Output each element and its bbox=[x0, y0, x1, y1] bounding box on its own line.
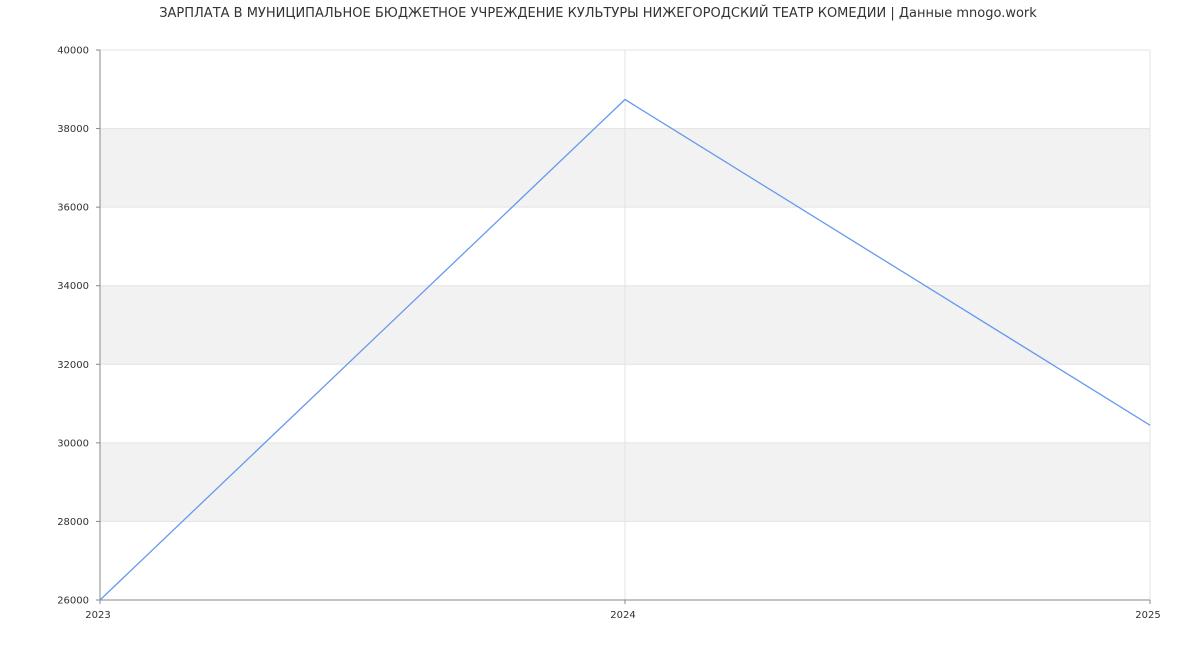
x-tick-label: 2025 bbox=[1135, 610, 1160, 621]
x-tick-label: 2024 bbox=[610, 610, 635, 621]
y-tick-label: 28000 bbox=[57, 517, 89, 528]
series-line bbox=[99, 98, 1151, 601]
y-tick-label: 30000 bbox=[57, 438, 89, 449]
chart-title: ЗАРПЛАТА В МУНИЦИПАЛЬНОЕ БЮДЖЕТНОЕ УЧРЕЖ… bbox=[159, 6, 1037, 21]
y-tick-label: 38000 bbox=[57, 124, 89, 135]
y-tick-label: 26000 bbox=[57, 596, 89, 607]
x-tick-label: 2023 bbox=[85, 610, 110, 621]
y-tick-label: 34000 bbox=[57, 281, 89, 292]
y-tick-label: 32000 bbox=[57, 360, 89, 371]
y-tick-label: 36000 bbox=[57, 203, 89, 214]
y-tick-label: 40000 bbox=[57, 46, 89, 57]
